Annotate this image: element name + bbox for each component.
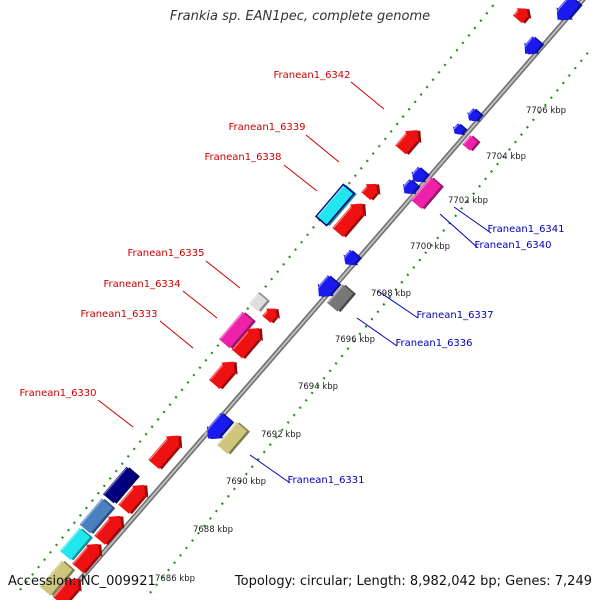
gene-feature[interactable]	[511, 2, 535, 26]
gene-feature[interactable]	[399, 177, 422, 200]
gene-feature[interactable]	[79, 497, 116, 535]
forward-gene-label[interactable]: Franean1_6338	[204, 152, 281, 163]
scale-tick-label: 7698 kbp	[371, 289, 411, 299]
reverse-gene-label[interactable]: Franean1_6341	[487, 224, 564, 235]
gene-feature[interactable]	[519, 34, 546, 61]
reverse-gene-label[interactable]: Franean1_6331	[287, 475, 364, 486]
forward-gene-label[interactable]: Franean1_6334	[103, 279, 180, 290]
reverse-gene-label[interactable]: Franean1_6336	[395, 338, 472, 349]
gene-feature[interactable]	[314, 183, 357, 227]
forward-connector	[159, 320, 194, 349]
gene-feature[interactable]	[551, 0, 584, 27]
forward-gene-label[interactable]: Franean1_6335	[127, 248, 204, 259]
gene-feature[interactable]	[450, 121, 469, 140]
gene-feature[interactable]	[59, 527, 93, 562]
scale-tick-label: 7690 kbp	[226, 477, 266, 487]
gene-feature[interactable]	[207, 355, 243, 392]
genome-summary-text: Topology: circular; Length: 8,982,042 bp…	[234, 574, 592, 589]
gene-feature[interactable]	[216, 421, 250, 456]
forward-gene-label[interactable]: Franean1_6333	[80, 309, 157, 320]
gene-feature[interactable]	[93, 509, 130, 548]
forward-gene-label[interactable]: Franean1_6342	[273, 70, 350, 81]
gene-feature[interactable]	[326, 283, 356, 313]
gene-feature[interactable]	[39, 559, 76, 597]
forward-connector	[205, 260, 241, 289]
scale-tick-label: 7694 kbp	[298, 382, 338, 392]
gene-feature[interactable]	[230, 321, 269, 361]
reverse-gene-label[interactable]: Franean1_6337	[416, 310, 493, 321]
scale-tick-label: 7692 kbp	[261, 430, 301, 440]
gene-feature[interactable]	[464, 106, 485, 127]
forward-connector	[283, 164, 318, 192]
forward-gene-label[interactable]: Franean1_6330	[19, 388, 96, 399]
outer-forward-track	[19, 0, 499, 591]
reverse-connector	[249, 454, 291, 484]
scale-tick-label: 7704 kbp	[486, 152, 526, 162]
gene-feature[interactable]	[331, 197, 372, 240]
gene-feature[interactable]	[201, 410, 236, 446]
gene-feature[interactable]	[261, 303, 284, 326]
scale-track	[149, 49, 591, 594]
gene-feature[interactable]	[117, 478, 154, 517]
scale-tick-label: 7700 kbp	[410, 242, 450, 252]
gene-feature[interactable]	[312, 273, 343, 304]
gene-feature[interactable]	[71, 537, 108, 576]
reverse-connector	[453, 206, 492, 234]
reverse-connector	[377, 290, 419, 319]
scale-tick-label: 7696 kbp	[335, 335, 375, 345]
reverse-connector	[356, 317, 398, 347]
gene-feature[interactable]	[394, 123, 427, 157]
forward-connector	[305, 134, 340, 163]
gene-feature[interactable]	[410, 176, 444, 211]
forward-connector	[97, 399, 134, 428]
scale-tick-label: 7702 kbp	[448, 196, 488, 206]
scale-tick-label: 7706 kbp	[526, 106, 566, 116]
scale-tick-label: 7686 kbp	[155, 574, 195, 584]
reverse-gene-label[interactable]: Franean1_6340	[474, 240, 551, 251]
forward-connector	[182, 290, 218, 319]
map-title: Frankia sp. EAN1pec, complete genome	[169, 9, 431, 24]
forward-gene-label[interactable]: Franean1_6339	[228, 122, 305, 133]
forward-connector	[350, 81, 385, 110]
reverse-connector	[439, 213, 479, 249]
gene-feature[interactable]	[218, 311, 256, 350]
gene-feature[interactable]	[339, 247, 363, 271]
gene-feature[interactable]	[147, 429, 188, 472]
gene-feature[interactable]	[248, 292, 270, 313]
scale-tick-label: 7688 kbp	[193, 525, 233, 535]
gene-feature[interactable]	[360, 178, 385, 203]
accession-text: Accession: NC_009921	[8, 574, 156, 589]
gene-feature[interactable]	[462, 134, 481, 152]
gene-feature[interactable]	[102, 466, 140, 505]
gene-feature[interactable]	[407, 164, 431, 188]
